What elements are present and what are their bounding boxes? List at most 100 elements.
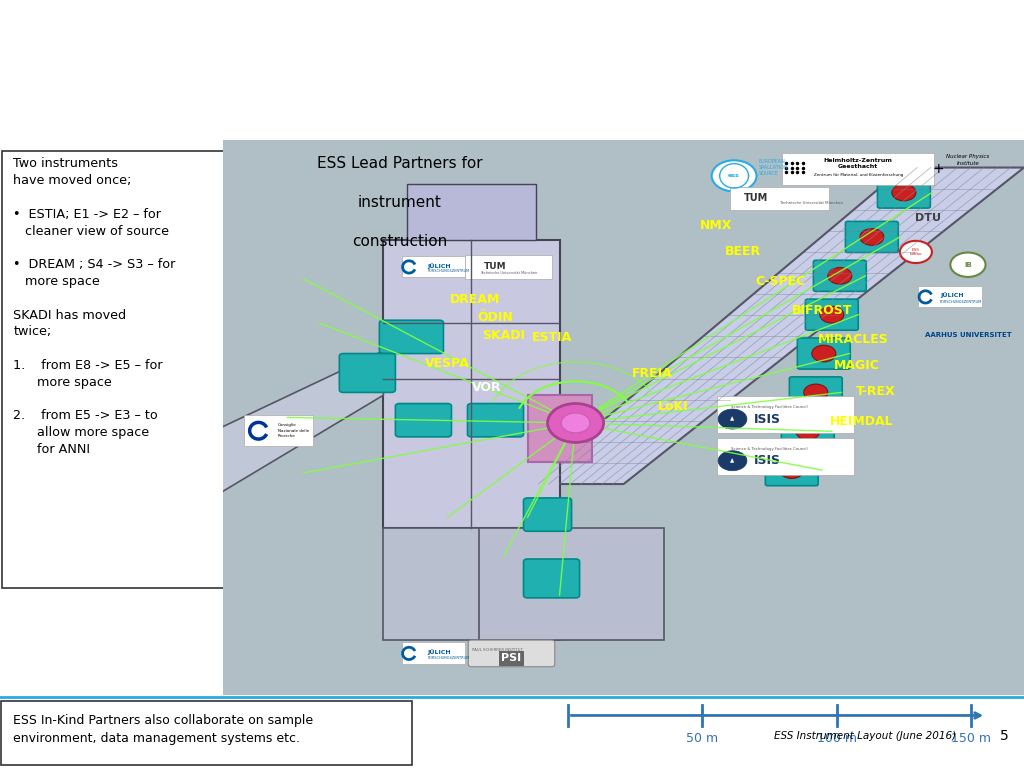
Bar: [383, 528, 559, 640]
Circle shape: [827, 267, 852, 284]
Text: SOURCE: SOURCE: [925, 76, 950, 81]
Polygon shape: [207, 351, 383, 501]
Text: ▲: ▲: [730, 416, 734, 422]
FancyBboxPatch shape: [846, 221, 898, 253]
Text: HEIMDAL: HEIMDAL: [830, 415, 894, 429]
Text: Two instruments
have moved once;

•  ESTIA; E1 -> E2 – for
   cleaner view of so: Two instruments have moved once; • ESTIA…: [13, 157, 176, 456]
FancyBboxPatch shape: [1, 700, 412, 765]
Circle shape: [718, 409, 746, 429]
Text: ISIS: ISIS: [755, 454, 781, 467]
Circle shape: [718, 451, 746, 471]
Text: NSS Neutron Instrument positions:: NSS Neutron Instrument positions:: [63, 31, 776, 65]
Text: LoKI: LoKI: [658, 400, 689, 413]
FancyBboxPatch shape: [401, 642, 465, 664]
Text: Nazionale delle: Nazionale delle: [278, 429, 309, 432]
Circle shape: [860, 229, 884, 245]
Polygon shape: [479, 528, 664, 640]
Text: NMX: NMX: [699, 220, 732, 233]
FancyBboxPatch shape: [806, 300, 858, 330]
FancyBboxPatch shape: [813, 260, 866, 291]
Text: DREAM: DREAM: [450, 293, 501, 306]
Text: +: +: [933, 161, 944, 176]
Text: December 2016: December 2016: [260, 87, 580, 121]
FancyBboxPatch shape: [468, 640, 555, 667]
FancyBboxPatch shape: [468, 403, 523, 437]
Text: EUROPEAN: EUROPEAN: [925, 33, 958, 38]
Text: JÜLICH: JÜLICH: [427, 263, 451, 269]
Text: Science & Technology Facilities Council: Science & Technology Facilities Council: [731, 406, 808, 409]
Text: JÜLICH: JÜLICH: [940, 293, 964, 298]
Circle shape: [804, 384, 827, 401]
Circle shape: [548, 403, 603, 442]
Text: ESTIA: ESTIA: [531, 331, 571, 344]
FancyBboxPatch shape: [401, 256, 465, 277]
Circle shape: [950, 253, 985, 277]
Text: ▲: ▲: [730, 458, 734, 463]
Text: 50 m: 50 m: [686, 731, 719, 744]
Text: SPALLATION: SPALLATION: [925, 55, 963, 59]
Text: ÖDIN: ÖDIN: [477, 311, 513, 324]
Text: ess: ess: [728, 174, 740, 178]
Text: FORSCHUNGSZENTRUM: FORSCHUNGSZENTRUM: [940, 300, 982, 304]
Text: instrument: instrument: [357, 195, 441, 210]
Text: BIFROST: BIFROST: [792, 303, 852, 316]
Text: FREIA: FREIA: [632, 367, 673, 380]
FancyBboxPatch shape: [781, 415, 835, 447]
Circle shape: [796, 423, 820, 439]
Text: 100 m: 100 m: [816, 731, 857, 744]
Text: ESS Instrument Layout (June 2016): ESS Instrument Layout (June 2016): [774, 731, 956, 741]
FancyBboxPatch shape: [765, 455, 818, 485]
FancyBboxPatch shape: [523, 559, 580, 598]
Text: MIRACLES: MIRACLES: [817, 333, 888, 346]
Text: C-SPEC: C-SPEC: [756, 275, 806, 288]
Circle shape: [812, 346, 836, 362]
FancyBboxPatch shape: [798, 338, 850, 369]
Text: Nuclear Physics: Nuclear Physics: [946, 154, 989, 159]
FancyBboxPatch shape: [465, 255, 552, 279]
Text: JÜLICH: JÜLICH: [427, 650, 451, 655]
Text: Zentrum für Material- und Küstenforschung: Zentrum für Material- und Küstenforschun…: [813, 174, 903, 177]
Text: Helmholtz-Zentrum: Helmholtz-Zentrum: [823, 157, 893, 163]
FancyBboxPatch shape: [339, 353, 395, 392]
FancyBboxPatch shape: [2, 151, 226, 588]
Text: lB: lB: [964, 262, 972, 268]
Text: ISIS: ISIS: [755, 412, 781, 425]
Text: construction: construction: [352, 234, 447, 249]
Text: Geesthacht: Geesthacht: [838, 164, 879, 170]
FancyBboxPatch shape: [395, 403, 452, 437]
Text: PAUL SCHERRER INSTITUT: PAUL SCHERRER INSTITUT: [472, 647, 523, 651]
Text: Science & Technology Facilities Council: Science & Technology Facilities Council: [731, 447, 808, 451]
Circle shape: [712, 161, 757, 191]
Text: Technische Universität München: Technische Universität München: [780, 201, 844, 205]
Circle shape: [561, 413, 590, 433]
Text: Consiglio: Consiglio: [278, 423, 296, 427]
Text: MAGIC: MAGIC: [834, 359, 880, 372]
Text: 5: 5: [999, 729, 1009, 743]
FancyBboxPatch shape: [919, 286, 982, 307]
Polygon shape: [527, 167, 1024, 484]
Text: ESS Lead Partners for: ESS Lead Partners for: [316, 157, 482, 171]
Text: FORSCHUNGSZENTRUM: FORSCHUNGSZENTRUM: [427, 657, 470, 660]
Text: 150 m: 150 m: [950, 731, 991, 744]
Text: ESS In-Kind Partners also collaborate on sample
environment, data management sys: ESS In-Kind Partners also collaborate on…: [13, 714, 313, 745]
Bar: [383, 240, 559, 528]
Circle shape: [779, 462, 804, 478]
FancyBboxPatch shape: [878, 177, 931, 208]
Bar: [527, 396, 592, 462]
Text: Technische Universität München: Technische Universität München: [479, 271, 537, 275]
Text: VOR: VOR: [471, 381, 501, 394]
FancyBboxPatch shape: [244, 415, 313, 446]
FancyBboxPatch shape: [782, 153, 934, 185]
Text: T-REX: T-REX: [856, 385, 895, 398]
Bar: [408, 184, 536, 240]
Text: VESPA: VESPA: [425, 357, 470, 370]
Text: EUROPEAN
SPALLATION
SOURCE: EUROPEAN SPALLATION SOURCE: [758, 159, 787, 176]
Text: AARHUS UNIVERSITET: AARHUS UNIVERSITET: [925, 333, 1012, 338]
FancyBboxPatch shape: [717, 438, 854, 475]
Text: TUM: TUM: [484, 262, 507, 271]
Text: ess: ess: [872, 60, 903, 78]
Circle shape: [820, 306, 844, 323]
FancyBboxPatch shape: [717, 396, 854, 433]
Text: ESS
bilbao: ESS bilbao: [909, 248, 923, 256]
Text: BEER: BEER: [725, 246, 762, 259]
